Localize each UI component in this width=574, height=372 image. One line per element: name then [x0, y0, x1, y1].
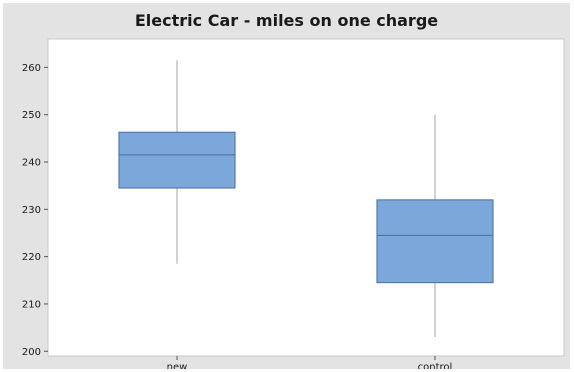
boxplot-svg: 200 210 220 230 240 250 260 new control	[22, 38, 565, 369]
y-tick-label-260: 260	[22, 63, 41, 74]
y-tick-label-230: 230	[22, 205, 41, 216]
boxes-group	[118, 60, 494, 338]
box-control	[376, 114, 494, 338]
y-tick-label-210: 210	[22, 299, 41, 310]
y-tick-label-250: 250	[22, 110, 41, 121]
chart-title: Electric Car - miles on one charge	[134, 11, 439, 30]
chart-figure: Electric Car - miles on one charge 200 21…	[3, 3, 570, 369]
y-axis: 200 210 220 230 240 250 260	[22, 63, 48, 358]
box-new	[118, 60, 236, 264]
plot-area	[47, 38, 565, 357]
y-tick-label-200: 200	[22, 347, 41, 358]
iqr-box-new	[118, 131, 236, 189]
x-tick-label-control: control	[418, 362, 453, 369]
y-tick-label-220: 220	[22, 252, 41, 263]
iqr-box-control	[376, 199, 494, 284]
y-tick-label-240: 240	[22, 158, 41, 169]
x-axis: new control	[167, 356, 453, 369]
x-tick-label-new: new	[167, 362, 188, 369]
